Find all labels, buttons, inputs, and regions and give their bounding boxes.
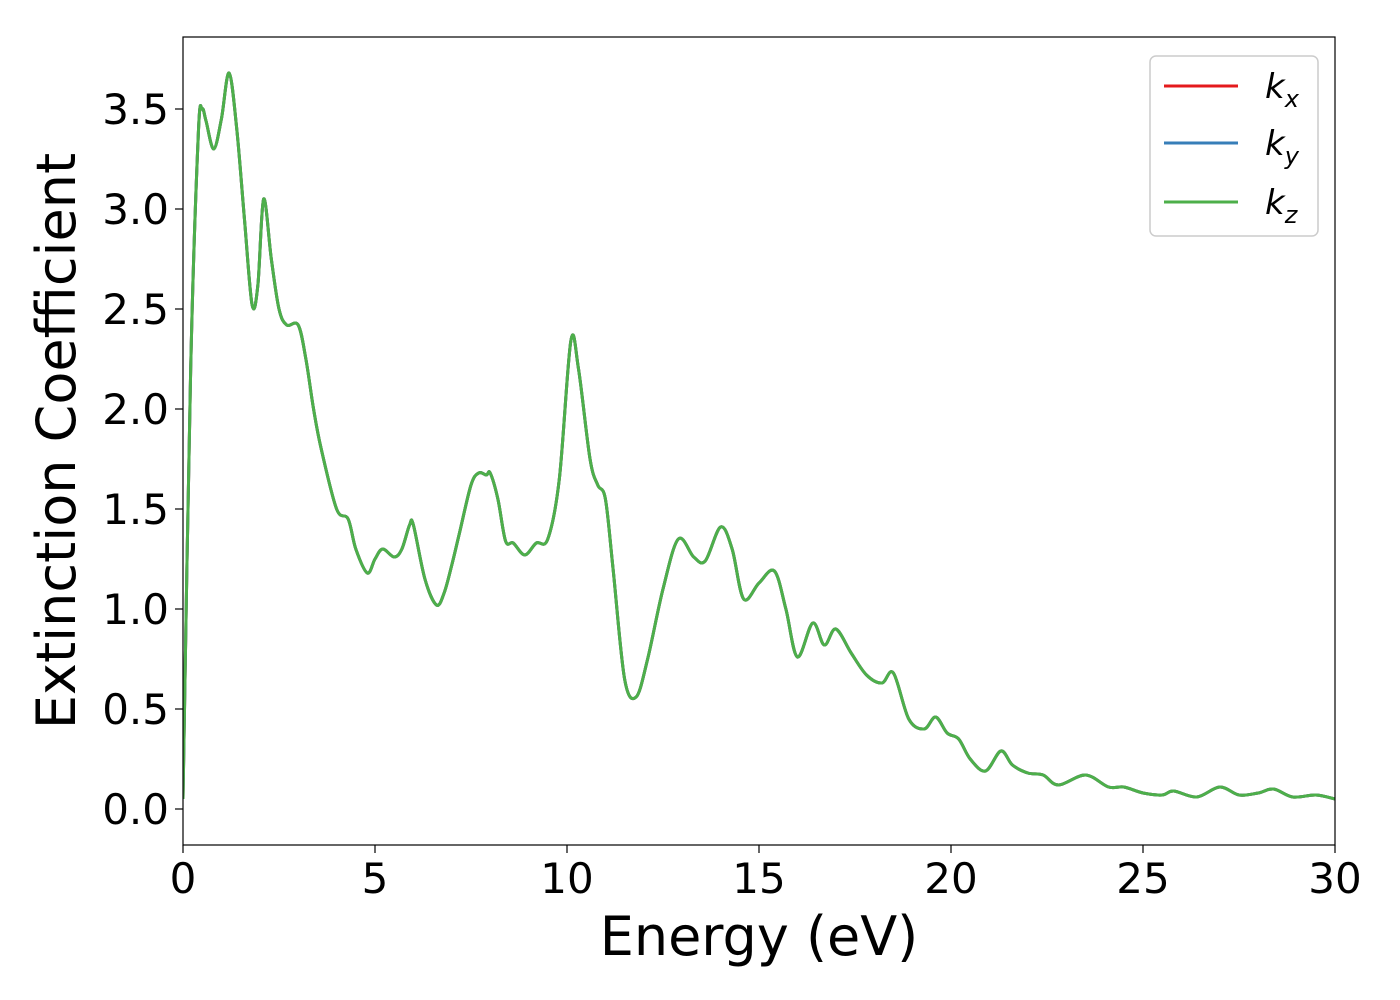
x-axis-title: Energy (eV) [600,905,919,968]
y-tick-label: 3.0 [102,185,169,234]
x-tick-label: 0 [170,854,197,903]
y-tick-label: 0.0 [102,785,169,834]
y-tick-label: 0.5 [102,685,169,734]
y-axis-title: Extinction Coefficient [25,153,88,729]
x-tick-label: 15 [732,854,785,903]
x-axis-ticks: 0 5 10 15 20 25 30 [170,845,1362,903]
legend-box [1149,55,1319,237]
y-tick-label: 2.0 [102,385,169,434]
series-lines [183,71,1335,801]
y-tick-label: 2.5 [102,285,169,334]
y-axis-ticks: 0.0 0.5 1.0 1.5 2.0 2.5 3.0 3.5 [102,85,183,834]
x-tick-label: 5 [362,854,389,903]
x-tick-label: 30 [1308,854,1361,903]
y-tick-label: 3.5 [102,85,169,134]
y-tick-label: 1.5 [102,485,169,534]
series-line-kz [183,71,1335,801]
x-tick-label: 25 [1116,854,1169,903]
y-tick-label: 1.0 [102,585,169,634]
x-tick-label: 20 [924,854,977,903]
x-tick-label: 10 [540,854,593,903]
legend: kx ky kz [1149,55,1319,237]
